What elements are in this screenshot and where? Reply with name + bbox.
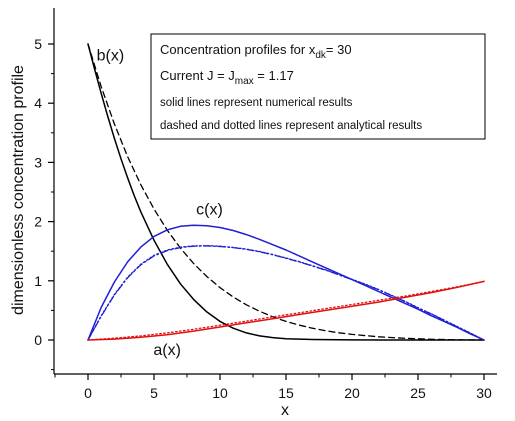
x-tick-label-0: 0 bbox=[84, 385, 92, 401]
x-tick-label-2: 10 bbox=[212, 385, 228, 401]
y-tick-label-3: 3 bbox=[34, 154, 42, 170]
x-tick-label-1: 5 bbox=[150, 385, 158, 401]
info-line-1: Concentration profiles for xdk= 30 bbox=[160, 42, 352, 61]
info-line-4: dashed and dotted lines represent analyt… bbox=[160, 120, 422, 132]
info-line-1-prefix: Concentration profiles for x bbox=[160, 42, 316, 57]
y-tick-label-5: 5 bbox=[34, 36, 42, 52]
info-box-frame bbox=[150, 33, 486, 140]
x-tick-label-4: 20 bbox=[344, 385, 360, 401]
series-line-4 bbox=[87, 244, 485, 341]
x-tick-label-5: 25 bbox=[410, 385, 426, 401]
y-tick-label-1: 1 bbox=[34, 273, 42, 289]
series-line-0 bbox=[87, 43, 485, 341]
x-tick-label-6: 30 bbox=[476, 385, 492, 401]
info-line-3: solid lines represent numerical results bbox=[160, 97, 353, 109]
info-line-2-prefix: Current J = J bbox=[160, 68, 235, 83]
info-box: Concentration profiles for xdk= 30 Curre… bbox=[150, 33, 486, 140]
info-line-1-sub: dk bbox=[315, 50, 327, 61]
x-axis-label: x bbox=[281, 402, 289, 419]
curve-label-2: a(x) bbox=[153, 342, 181, 359]
curve-labels: b(x) c(x) a(x) bbox=[97, 48, 223, 359]
series-line-5 bbox=[87, 280, 485, 341]
y-axis-label: dimensionless concentration profile bbox=[10, 65, 27, 315]
y-tick-label-2: 2 bbox=[34, 214, 42, 230]
series-line-6 bbox=[87, 280, 485, 341]
y-tick-label-0: 0 bbox=[34, 332, 42, 348]
series-layer bbox=[87, 43, 485, 341]
y-tick-label-4: 4 bbox=[34, 95, 42, 111]
x-tick-label-3: 15 bbox=[278, 385, 294, 401]
info-line-1-suffix: = 30 bbox=[326, 42, 352, 57]
series-line-1 bbox=[87, 43, 485, 341]
series-line-2 bbox=[87, 224, 485, 341]
info-line-2: Current J = Jmax = 1.17 bbox=[160, 68, 294, 87]
axis-ticks: 0 5 10 15 20 25 30 0 1 2 3 4 5 bbox=[34, 36, 492, 401]
curve-label-0: b(x) bbox=[97, 48, 125, 65]
curve-label-1: c(x) bbox=[196, 201, 223, 218]
info-line-2-suffix: = 1.17 bbox=[254, 68, 294, 83]
info-line-2-sub: max bbox=[235, 76, 254, 87]
